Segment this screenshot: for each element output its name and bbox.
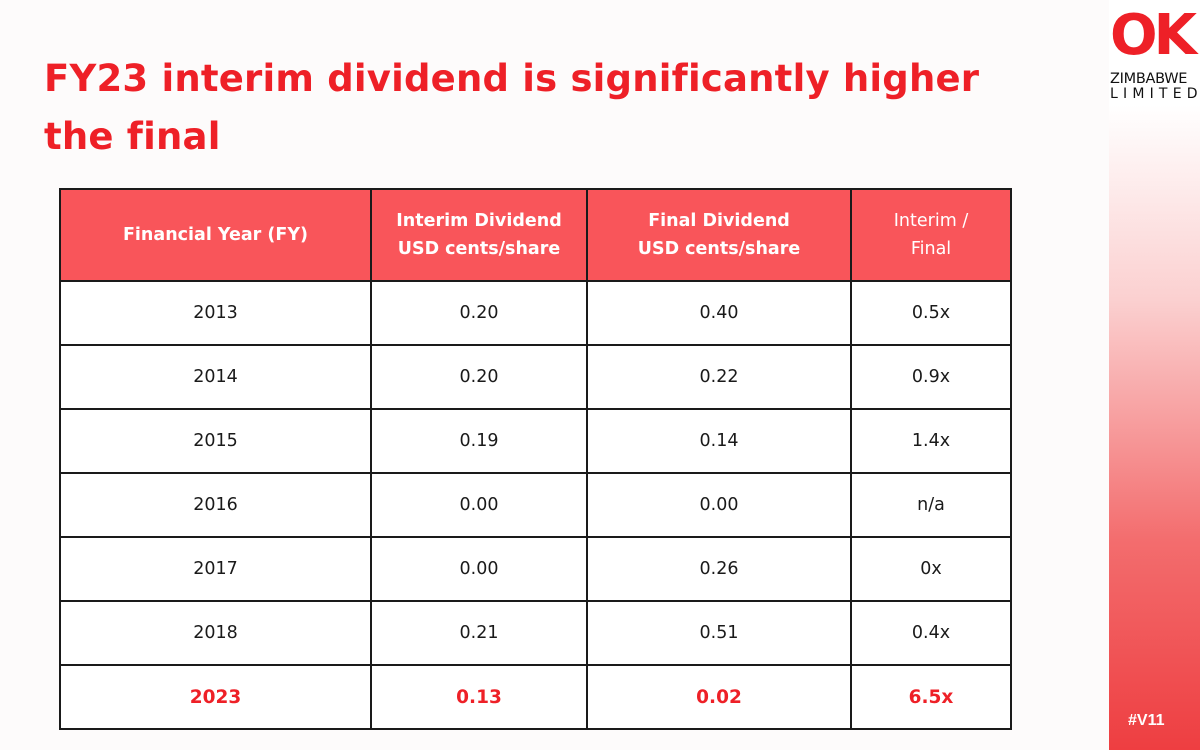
cell-interim: 0.21: [370, 600, 588, 666]
header-final-dividend: Final Dividend USD cents/share: [586, 188, 852, 282]
logo-text-zimbabwe: ZIMBABWE: [1110, 71, 1188, 87]
cell-year: 2015: [59, 408, 372, 474]
table-row: 2014 0.20 0.22 0.9x: [59, 344, 1012, 410]
cell-ratio: 0.9x: [850, 344, 1012, 410]
cell-ratio: 0.4x: [850, 600, 1012, 666]
logo-text-limited: LIMITED: [1110, 86, 1200, 102]
cell-final: 0.02: [586, 664, 852, 730]
cell-interim: 0.20: [370, 280, 588, 346]
table-row: 2015 0.19 0.14 1.4x: [59, 408, 1012, 474]
cell-final: 0.40: [586, 280, 852, 346]
cell-year: 2017: [59, 536, 372, 602]
header-sublabel: Final: [910, 239, 952, 259]
cell-year: 2013: [59, 280, 372, 346]
header-label: Final Dividend: [648, 211, 790, 231]
header-label: Financial Year (FY): [122, 225, 309, 245]
cell-interim: 0.13: [370, 664, 588, 730]
header-financial-year: Financial Year (FY): [59, 188, 372, 282]
cell-ratio: 6.5x: [850, 664, 1012, 730]
cell-year: 2023: [59, 664, 372, 730]
cell-ratio: n/a: [850, 472, 1012, 538]
table-row: 2017 0.00 0.26 0x: [59, 536, 1012, 602]
cell-interim: 0.00: [370, 536, 588, 602]
table-row-highlight: 2023 0.13 0.02 6.5x: [59, 664, 1012, 730]
header-label: Interim Dividend: [396, 211, 562, 231]
header-sublabel: USD cents/share: [397, 239, 561, 259]
logo-mark: OK: [1110, 10, 1197, 62]
header-sublabel: USD cents/share: [637, 239, 801, 259]
cell-year: 2018: [59, 600, 372, 666]
cell-year: 2014: [59, 344, 372, 410]
cell-ratio: 0.5x: [850, 280, 1012, 346]
table-header-row: Financial Year (FY) Interim Dividend USD…: [59, 188, 1012, 282]
cell-interim: 0.00: [370, 472, 588, 538]
dividend-table: Financial Year (FY) Interim Dividend USD…: [59, 188, 1012, 730]
cell-final: 0.00: [586, 472, 852, 538]
table-row: 2018 0.21 0.51 0.4x: [59, 600, 1012, 666]
slide-tag: #V11: [1128, 712, 1165, 729]
table-row: 2016 0.00 0.00 n/a: [59, 472, 1012, 538]
cell-interim: 0.19: [370, 408, 588, 474]
header-label: Interim /: [893, 211, 969, 231]
cell-final: 0.14: [586, 408, 852, 474]
cell-final: 0.51: [586, 600, 852, 666]
sidebar-gradient: [1109, 0, 1200, 750]
header-interim-final-ratio: Interim / Final: [850, 188, 1012, 282]
cell-ratio: 1.4x: [850, 408, 1012, 474]
cell-final: 0.26: [586, 536, 852, 602]
cell-ratio: 0x: [850, 536, 1012, 602]
company-logo: OK ZIMBABWE LIMITED: [1110, 10, 1200, 102]
slide-title: FY23 interim dividend is significantly h…: [44, 57, 980, 158]
cell-year: 2016: [59, 472, 372, 538]
table-row: 2013 0.20 0.40 0.5x: [59, 280, 1012, 346]
header-interim-dividend: Interim Dividend USD cents/share: [370, 188, 588, 282]
cell-final: 0.22: [586, 344, 852, 410]
cell-interim: 0.20: [370, 344, 588, 410]
